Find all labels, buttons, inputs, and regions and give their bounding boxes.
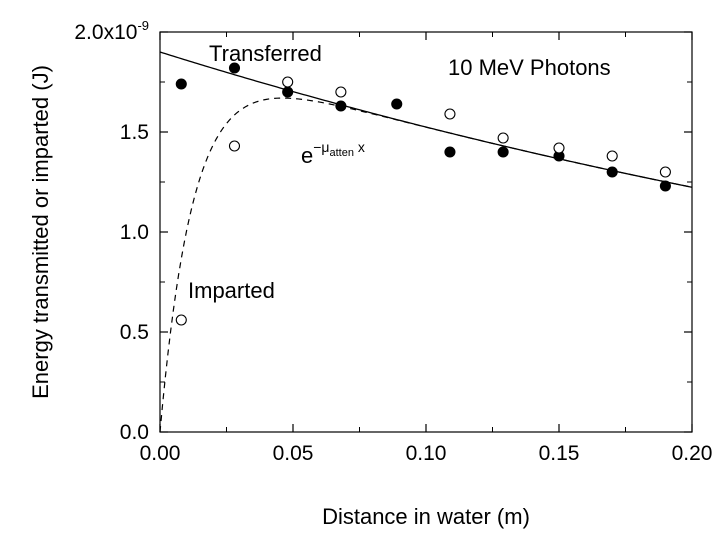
y-axis-title: Energy transmitted or imparted (J) [28, 65, 53, 399]
y-multiplier-label: 2.0x10-9 [74, 18, 149, 44]
x-tick-label: 0.10 [406, 442, 447, 465]
data-points [175, 62, 671, 326]
imparted-point [282, 76, 294, 88]
imparted-point [175, 314, 187, 326]
y-tick-label: 1.0 [120, 221, 149, 244]
x-tick-label: 0.05 [273, 442, 314, 465]
y-tick-label: 1.5 [120, 121, 149, 144]
imparted-point [659, 166, 671, 178]
x-axis-title: Distance in water (m) [322, 504, 530, 529]
transferred-point [497, 146, 509, 158]
imparted-point [335, 86, 347, 98]
x-tick-label: 0.15 [539, 442, 580, 465]
imparted-point [606, 150, 618, 162]
transferred-point [335, 100, 347, 112]
transferred-point [282, 86, 294, 98]
imparted-point [497, 132, 509, 144]
imparted-point [444, 108, 456, 120]
y-tick-label: 0.5 [120, 321, 149, 344]
x-tick-label: 0.20 [672, 442, 713, 465]
photons-label: 10 MeV Photons [448, 55, 611, 80]
transferred-point [444, 146, 456, 158]
imparted-point [553, 142, 565, 154]
y-tick-label: 0.0 [120, 421, 149, 444]
y-axis-ticks: 0.0 0.5 1.0 1.5 [120, 31, 692, 444]
transferred-point [606, 166, 618, 178]
transferred-point [175, 78, 187, 90]
plot-frame [159, 31, 693, 433]
transferred-label: Transferred [209, 41, 322, 66]
attenuation-formula: e−μatten x [301, 139, 365, 168]
transferred-point [659, 180, 671, 192]
imparted-curve [159, 97, 693, 433]
transferred-point [228, 62, 241, 74]
imparted-point [228, 140, 241, 152]
imparted-label: Imparted [188, 278, 275, 303]
transferred-point [391, 98, 403, 110]
x-axis-ticks: 0.00 0.05 0.10 0.15 0.20 [140, 32, 713, 465]
x-tick-label: 0.00 [140, 442, 181, 465]
